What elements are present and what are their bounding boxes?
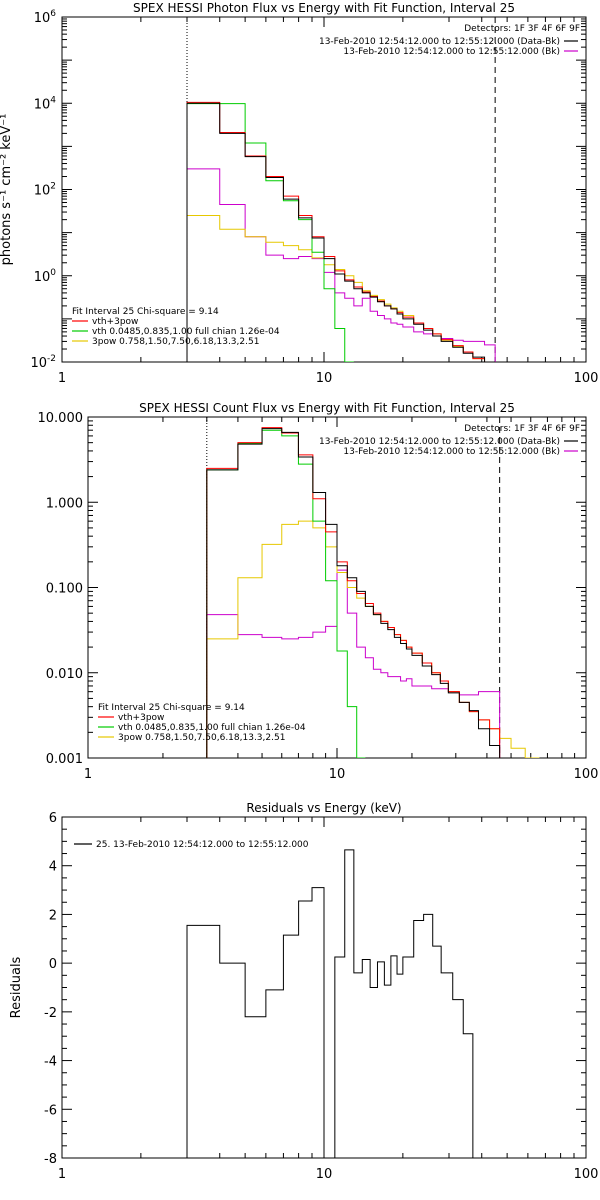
legend-left-entry: 25. 13-Feb-2010 12:54:12.000 to 12:55:12… [96, 840, 309, 850]
x-axis-ticks [61, 817, 575, 1158]
y-tick-label: 100 [34, 268, 57, 285]
y-tick-label: 102 [34, 182, 56, 199]
y-tick-exponent: -2 [47, 354, 56, 364]
y-tick-base: 10 [30, 356, 47, 371]
series-line-5 [206, 428, 501, 758]
y-tick-label: -2 [44, 1006, 57, 1021]
y-tick-label: 0.100 [46, 582, 83, 597]
y-tick-base: 10 [34, 270, 51, 285]
y-tick-base: 10 [34, 184, 51, 199]
x-tick-label: 10 [316, 371, 333, 386]
x-tick-label: 10 [316, 1167, 333, 1182]
legend-right-entry: 13-Feb-2010 12:54:12.000 to 12:55:12.000… [343, 447, 560, 457]
chart-title: SPEX HESSI Count Flux vs Energy with Fit… [139, 401, 515, 415]
y-tick-label: 6 [49, 811, 57, 826]
legend-right-entry: 13-Feb-2010 12:54:12.000 to 12:55:12.000… [343, 47, 560, 57]
y-tick-exponent: 0 [50, 268, 56, 278]
y-tick-label: 106 [34, 9, 57, 26]
plot-frame [61, 16, 587, 363]
series-group [206, 427, 540, 758]
x-tick-label: 100 [574, 1167, 599, 1182]
legend-left-entry: 3pow 0.758,1.50,7.50,6.18,13.3,2.51 [118, 733, 285, 743]
x-tick-label: 100 [574, 371, 599, 386]
series-line-1 [186, 849, 496, 1158]
series-line-3 [186, 103, 354, 362]
chart-panel-1: SPEX HESSI Photon Flux vs Energy with Fi… [0, 1, 598, 386]
x-axis-ticks [87, 417, 576, 758]
legend-left-entry: vth 0.0485,0.835,1.00 full chian 1.26e-0… [118, 723, 306, 733]
fit-header-label: Fit Interval 25 Chi-square = 9.14 [72, 307, 219, 317]
x-tick-label: 1 [58, 371, 66, 386]
detectors-label: Detectors: 1F 3F 4F 6F 9F [464, 24, 580, 34]
y-axis-ticks [88, 420, 586, 759]
y-tick-label: -8 [44, 1152, 57, 1167]
legend-left-entry: 3pow 0.758,1.50,7.50,6.18,13.3,2.51 [92, 337, 259, 347]
series-group [186, 101, 519, 362]
y-tick-label: 0.010 [46, 667, 83, 682]
y-tick-label: 0 [49, 957, 57, 972]
y-tick-label: 10-2 [30, 354, 56, 371]
legend-left-entry: vth+3pow [92, 317, 138, 327]
x-tick-label: 1 [84, 767, 92, 782]
chart-panel-2: SPEX HESSI Count Flux vs Energy with Fit… [38, 401, 599, 782]
y-tick-label: 4 [49, 860, 57, 875]
chart-title: Residuals vs Energy (keV) [246, 801, 401, 815]
series-line-4 [206, 427, 501, 758]
y-tick-label: -4 [44, 1055, 57, 1070]
y-tick-base: 10 [34, 97, 51, 112]
plot-frame [87, 416, 587, 759]
legend-left-entry: vth+3pow [118, 713, 164, 723]
series-group [186, 849, 496, 1158]
y-tick-exponent: 6 [50, 9, 56, 19]
legend-right-entry: 13-Feb-2010 12:54:12.000 to 12:55:12.000… [319, 437, 560, 447]
legend-right-entry: 13-Feb-2010 12:54:12.000 to 12:55:12.000… [319, 37, 560, 47]
y-tick-label: 2 [49, 908, 57, 923]
y-tick-base: 10 [34, 11, 51, 26]
y-axis-label: photons s⁻¹ cm⁻² keV⁻¹ [0, 114, 14, 266]
series-line-1 [186, 168, 496, 362]
x-tick-label: 100 [574, 767, 599, 782]
fit-header-label: Fit Interval 25 Chi-square = 9.14 [98, 703, 245, 713]
x-tick-label: 10 [329, 767, 346, 782]
y-tick-label: 104 [34, 95, 57, 112]
series-line-2 [186, 214, 519, 362]
y-tick-label: 1.000 [46, 496, 83, 511]
chart-panel-3: Residuals vs Energy (keV) Residuals 1 10 100… [9, 801, 598, 1182]
y-tick-label: 10.000 [38, 411, 84, 426]
legend-left-entry: vth 0.0485,0.835,1.00 full chian 1.26e-0… [92, 327, 280, 337]
y-tick-exponent: 4 [50, 95, 56, 105]
series-line-4 [186, 101, 496, 362]
x-tick-label: 1 [58, 1167, 66, 1182]
chart-title: SPEX HESSI Photon Flux vs Energy with Fi… [133, 1, 515, 15]
series-line-5 [186, 102, 496, 362]
detectors-label: Detectors: 1F 3F 4F 6F 9F [464, 424, 580, 434]
y-tick-label: 0.001 [46, 752, 83, 767]
y-tick-exponent: 2 [50, 182, 56, 192]
y-tick-label: -6 [44, 1103, 57, 1118]
y-axis-label: Residuals [9, 956, 24, 1018]
